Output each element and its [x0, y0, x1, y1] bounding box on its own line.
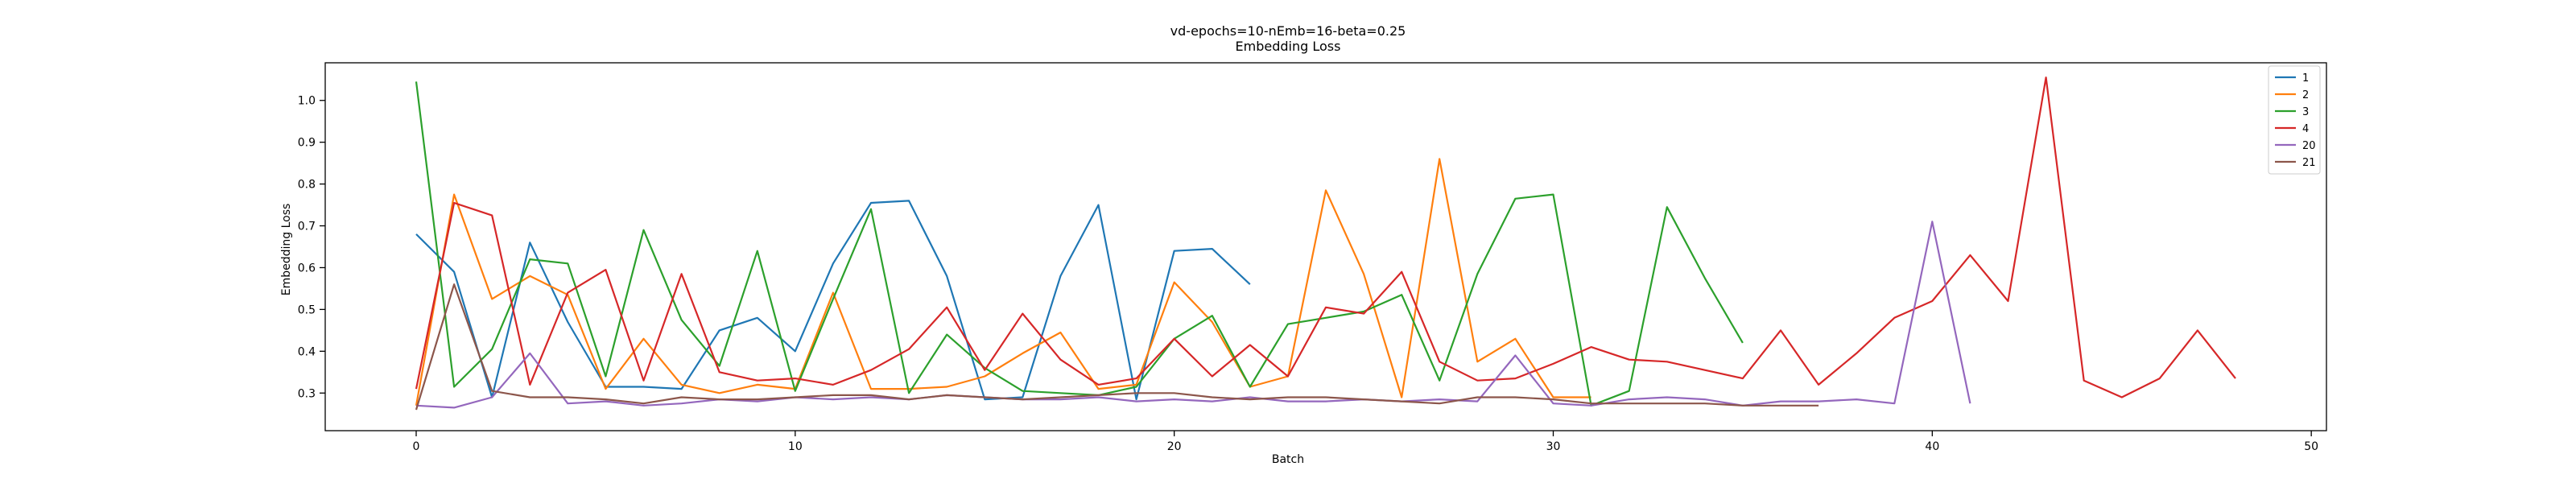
y-tick-label: 0.3 [298, 387, 316, 400]
series-line-21 [415, 283, 1819, 411]
series-line-2 [415, 158, 1591, 406]
x-tick-label: 10 [788, 440, 803, 453]
y-axis-label: Embedding Loss [280, 204, 293, 296]
legend-box [2268, 65, 2321, 175]
x-tick-label: 0 [413, 440, 420, 453]
x-tick-label: 30 [1546, 440, 1561, 453]
y-tick-label: 0.7 [298, 221, 316, 233]
x-tick-label: 20 [1167, 440, 1182, 453]
y-tick-label: 0.6 [298, 262, 316, 275]
legend-label-21: 21 [2302, 157, 2316, 169]
legend-label-4: 4 [2302, 123, 2309, 135]
x-axis-label: Batch [1272, 453, 1304, 466]
x-tick-label: 50 [2304, 440, 2318, 453]
legend-label-1: 1 [2302, 72, 2309, 85]
legend-label-3: 3 [2302, 106, 2309, 118]
legend: 1 2 3 4 20 21 [2268, 65, 2321, 175]
y-tick-label: 0.9 [298, 137, 316, 150]
chart-subtitle: Embedding Loss [1236, 39, 1341, 54]
legend-label-2: 2 [2302, 89, 2309, 101]
plot-frame [324, 62, 2327, 431]
series-line-4 [415, 76, 2236, 398]
legend-label-20: 20 [2302, 140, 2316, 152]
chart-title: vd-epochs=10-nEmb=16-beta=0.25 [1170, 23, 1406, 39]
series-line-3 [415, 81, 1744, 407]
y-tick-label: 0.5 [298, 303, 316, 316]
x-tick-label: 40 [1925, 440, 1939, 453]
y-tick-label: 0.8 [298, 179, 316, 192]
y-tick-label: 1.0 [298, 95, 316, 108]
y-tick-label: 0.4 [298, 345, 316, 358]
series-line-1 [415, 200, 1251, 401]
series-line-20 [415, 221, 1971, 409]
